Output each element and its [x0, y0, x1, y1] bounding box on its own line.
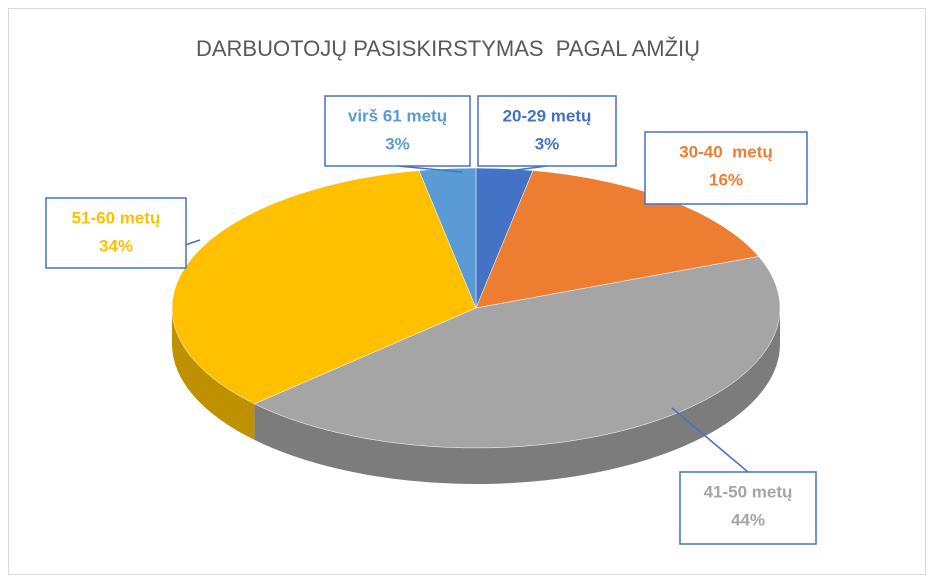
label-value: 34%	[99, 236, 133, 255]
callout-line	[671, 407, 749, 473]
label-value: 16%	[709, 170, 743, 189]
chart-title: DARBUOTOJŲ PASISKIRSTYMAS PAGAL AMŽIŲ	[196, 36, 700, 61]
label-box	[679, 471, 817, 545]
label-box	[45, 197, 187, 269]
label-value: 44%	[731, 510, 765, 529]
label-box	[324, 95, 471, 167]
pie-sides	[172, 308, 780, 484]
label-value: 3%	[535, 134, 560, 153]
pie-tops	[171, 167, 781, 449]
label-value: 3%	[385, 134, 410, 153]
pie-slice	[418, 167, 477, 309]
callout-line	[499, 165, 548, 173]
data-labels: 20-29 metų 3% 30-40 metų 16% 41-50 metų 44% 51…	[45, 95, 817, 545]
label-category: 41-50 metų	[704, 482, 793, 501]
label-box	[644, 131, 808, 205]
label-box	[477, 95, 617, 167]
label-category: 30-40 metų	[679, 142, 773, 161]
pie-side	[172, 308, 255, 440]
callout-line	[397, 165, 463, 173]
pie-side	[254, 308, 780, 484]
pie-slice	[253, 256, 781, 449]
label-category: virš 61 metų	[348, 106, 447, 125]
pie-slice	[171, 170, 477, 405]
label-category: 51-60 metų	[72, 208, 161, 227]
label-category: 20-29 metų	[503, 106, 592, 125]
